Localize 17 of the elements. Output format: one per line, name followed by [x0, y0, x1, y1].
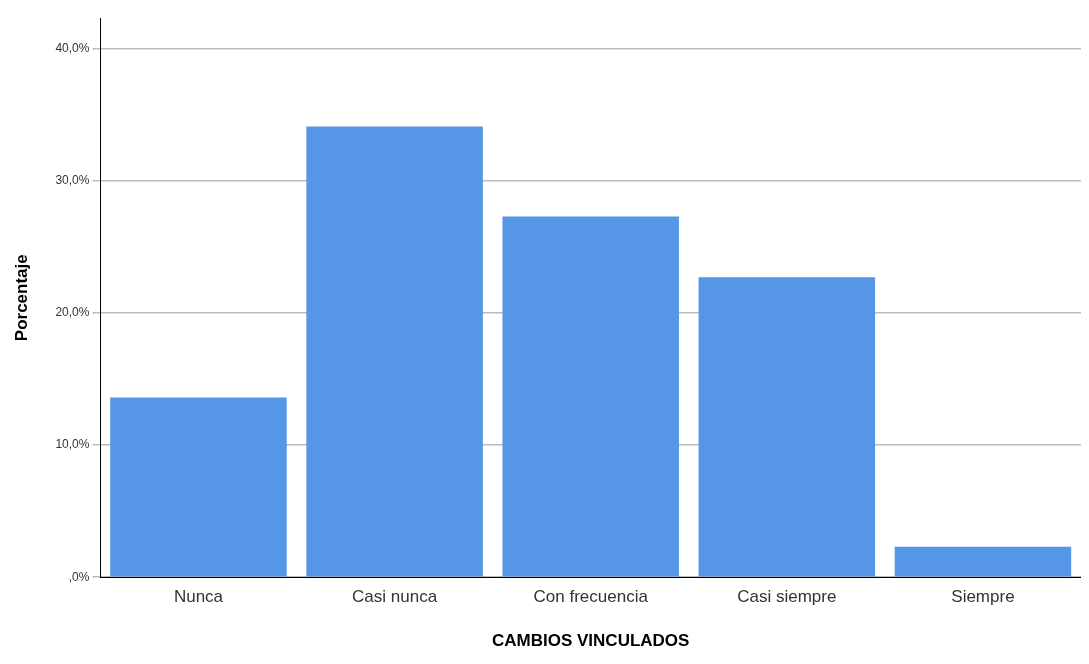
bar: [110, 397, 287, 577]
bar: [306, 126, 483, 577]
bar: [894, 546, 1072, 577]
bar: [698, 277, 876, 577]
x-tick-label: Casi nunca: [352, 587, 438, 607]
y-tick-label: 30,0%: [55, 173, 90, 188]
y-tick-label: ,0%: [68, 569, 90, 584]
y-axis-title: Porcentaje: [11, 254, 31, 342]
y-tick-label: 40,0%: [55, 40, 90, 55]
x-axis-title: CAMBIOS VINCULADOS: [492, 631, 690, 651]
x-tick-label: Siempre: [951, 587, 1015, 607]
x-tick-label: Con frecuencia: [533, 587, 649, 607]
y-tick-label: 10,0%: [55, 437, 90, 452]
x-tick-label: Casi siempre: [737, 587, 837, 607]
x-tick-label: Nunca: [173, 587, 224, 607]
y-tick-label: 20,0%: [55, 305, 90, 320]
bar: [502, 216, 679, 577]
